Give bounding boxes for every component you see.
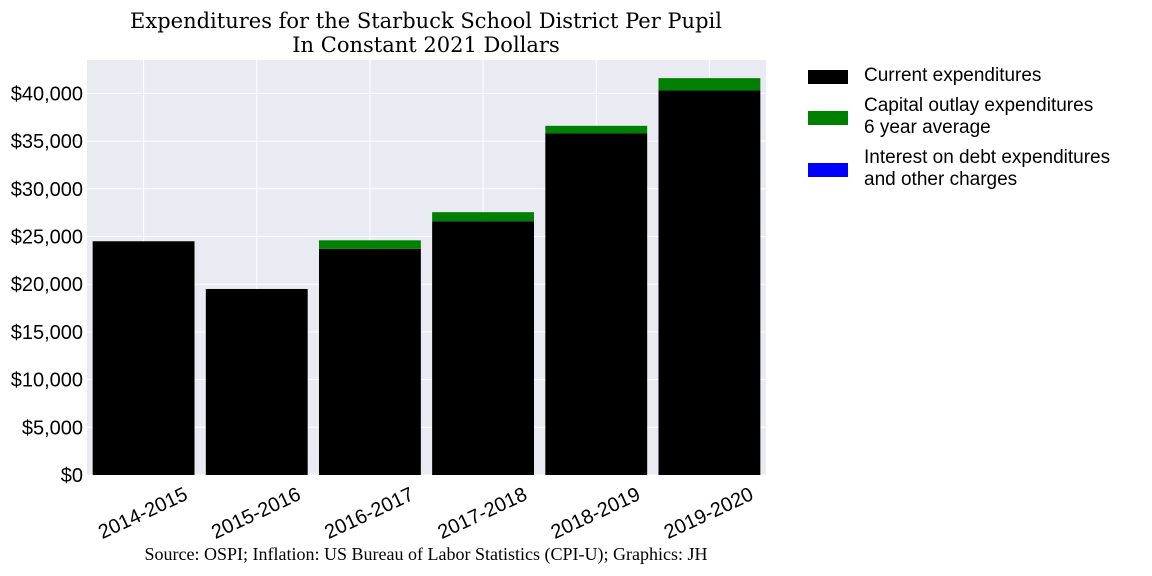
x-tick-label: 2016-2017 xyxy=(321,483,417,543)
x-tick-label: 2017-2018 xyxy=(435,483,531,543)
bar-current xyxy=(318,248,421,475)
x-tick-label: 2014-2015 xyxy=(95,483,191,543)
bar-current xyxy=(432,221,535,475)
y-tick-label: $5,000 xyxy=(22,417,83,439)
y-axis-ticks: $0 $5,000 $10,000 $15,000 $20,000 $25,000 $30,… xyxy=(11,83,83,487)
legend-label: Interest on debt expenditures and other c… xyxy=(864,147,1110,190)
y-tick-label: $0 xyxy=(61,465,83,487)
chart-title: Expenditures for the Starbuck School Dis… xyxy=(130,9,722,33)
source-note: Source: OSPI; Inflation: US Bureau of La… xyxy=(145,544,708,565)
bar-capital-outlay xyxy=(432,212,535,222)
chart-subtitle: In Constant 2021 Dollars xyxy=(292,33,559,57)
y-tick-label: $30,000 xyxy=(11,179,83,201)
legend: Current expenditures Capital outlay expen… xyxy=(808,65,1110,190)
bar-current xyxy=(92,241,195,475)
bar-capital-outlay xyxy=(658,78,761,91)
y-tick-label: $20,000 xyxy=(11,274,83,296)
plot-area xyxy=(87,60,766,475)
x-tick-label: 2015-2016 xyxy=(208,483,304,543)
y-tick-label: $25,000 xyxy=(11,226,83,248)
y-tick-label: $15,000 xyxy=(11,322,83,344)
x-axis-ticks: 2014-2015 2015-2016 2016-2017 2017-2018 2018… xyxy=(95,483,757,543)
legend-swatch xyxy=(808,163,848,177)
legend-swatch xyxy=(808,70,848,84)
bar-current xyxy=(658,90,761,475)
bars xyxy=(92,78,761,475)
x-tick-label: 2019-2020 xyxy=(661,483,757,543)
legend-label: Capital outlay expenditures 6 year averag… xyxy=(864,95,1093,138)
legend-label: Current expenditures xyxy=(864,65,1041,86)
y-tick-label: $40,000 xyxy=(11,83,83,105)
x-tick-label: 2018-2019 xyxy=(548,483,644,543)
bar-capital-outlay xyxy=(318,240,421,249)
y-tick-label: $10,000 xyxy=(11,370,83,392)
bar-capital-outlay xyxy=(545,125,648,134)
y-tick-label: $35,000 xyxy=(11,131,83,153)
bar-current xyxy=(545,133,648,475)
legend-swatch xyxy=(808,111,848,125)
bar-current xyxy=(205,288,308,475)
